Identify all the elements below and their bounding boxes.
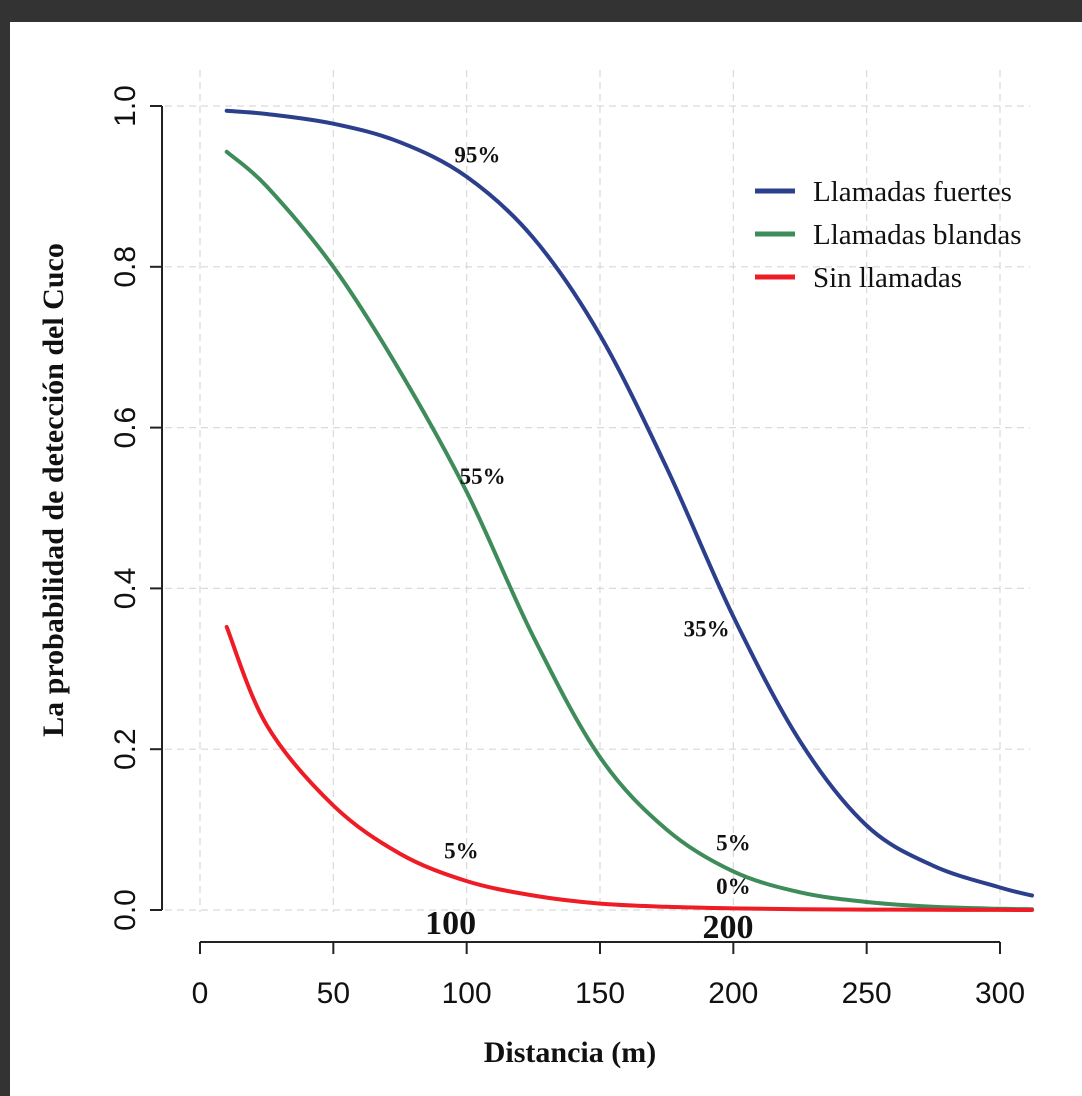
y-axis-title: La probabilidad de detección del Cuco [37,243,70,737]
x-tick-label-50: 50 [317,977,350,1010]
annotation-4: 5% [716,831,751,856]
annotation-5: 0% [716,874,751,899]
curves [224,108,1034,912]
legend-label-llamadas-fuertes: Llamadas fuertes [813,176,1012,208]
y-tick-label-0.2: 0.2 [109,728,142,770]
x-tick-label-300: 300 [975,977,1025,1010]
legend: Llamadas fuertes Llamadas blandas Sin llam… [755,176,1022,294]
x-tick-label-250: 250 [842,977,892,1010]
annotation-1: 55% [460,464,506,489]
series-line-sin-llamadas [224,625,1034,912]
y-tick-label-1.0: 1.0 [109,85,142,127]
axes: 0 50 100 150 200 250 300 0.0 0.2 0.4 0.6 0.8 1.0 [109,85,1025,1010]
chart-background [10,22,1082,1096]
x-tick-label-200: 200 [708,977,758,1010]
annotation-3: 5% [444,839,479,864]
annotations: 95% 55% 35% 5% 5% 0% 100 200 [425,142,753,946]
annotation-2: 35% [684,617,730,642]
annotation-6: 100 [425,905,476,942]
annotation-7: 200 [703,909,754,946]
y-tick-label-0.0: 0.0 [109,889,142,931]
y-tick-label-0.4: 0.4 [109,568,142,610]
x-axis-title: Distancia (m) [484,1036,656,1069]
annotation-0: 95% [454,142,500,167]
series-line-llamadas-blandas [224,149,1034,912]
y-tick-label-0.6: 0.6 [109,407,142,449]
legend-label-sin-llamadas: Sin llamadas [813,262,962,294]
x-tick-label-0: 0 [192,977,209,1010]
legend-label-llamadas-blandas: Llamadas blandas [813,219,1022,251]
y-tick-label-0.8: 0.8 [109,246,142,288]
series-line-llamadas-fuertes [224,108,1034,898]
x-tick-label-100: 100 [442,977,492,1010]
x-tick-label-150: 150 [575,977,625,1010]
